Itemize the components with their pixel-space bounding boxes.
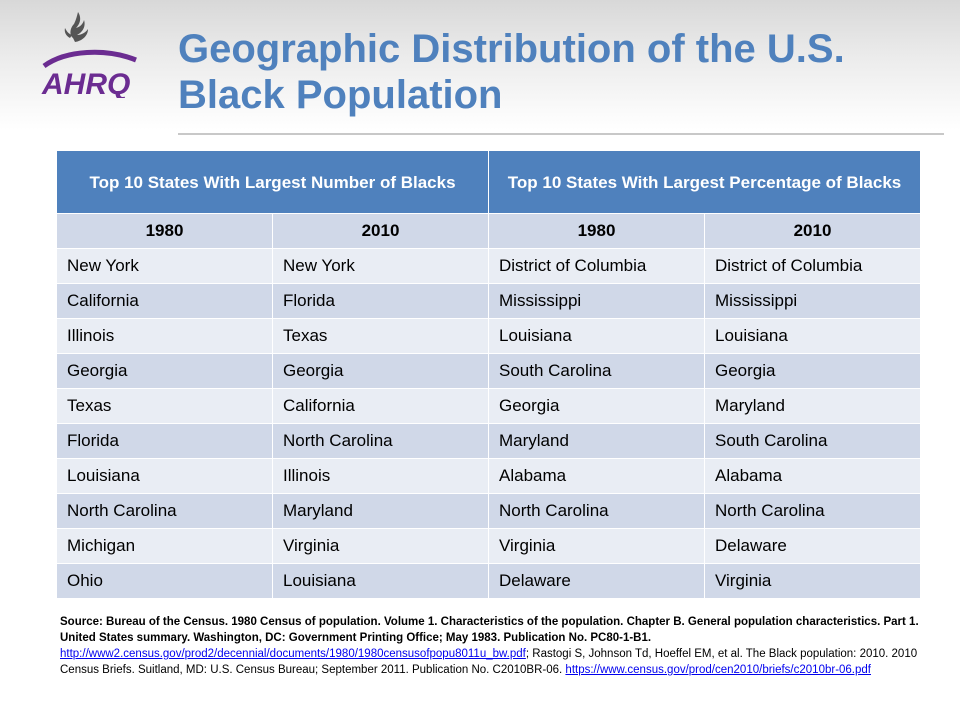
table-cell: Louisiana bbox=[56, 458, 273, 494]
title-line-2: Black Population bbox=[178, 73, 503, 117]
table-row: New York New York District of Columbia Dist… bbox=[56, 248, 922, 284]
table-row: Illinois Texas Louisiana Louisiana bbox=[56, 318, 922, 354]
table-cell: Ohio bbox=[56, 563, 273, 599]
table-cell: Maryland bbox=[488, 423, 705, 459]
header-band bbox=[0, 0, 960, 130]
table-row: Louisiana Illinois Alabama Alabama bbox=[56, 458, 922, 494]
table-cell: Texas bbox=[272, 318, 489, 354]
table-cell: Maryland bbox=[703, 388, 922, 424]
census-1980-link[interactable]: http://www2.census.gov/prod2/decennial/d… bbox=[60, 648, 526, 660]
table-cell: Texas bbox=[56, 388, 273, 424]
table-cell: New York bbox=[56, 248, 273, 284]
table-row: North Carolina Maryland North Carolina Nort… bbox=[56, 493, 922, 529]
table-cell: California bbox=[272, 388, 489, 424]
source-middle-text: ; Rastogi S, Johnson Td, Hoeffel EM, et … bbox=[60, 648, 918, 676]
logo-swoosh bbox=[42, 49, 137, 69]
year-header-row: 1980 2010 1980 2010 bbox=[56, 213, 922, 249]
group-header-percentage: Top 10 States With Largest Percentage of… bbox=[487, 150, 922, 214]
table-cell: Delaware bbox=[488, 563, 705, 599]
year-header: 1980 bbox=[56, 213, 273, 249]
table-cell: Georgia bbox=[56, 353, 273, 389]
title-line-1: Geographic Distribution of the U.S. bbox=[178, 27, 845, 71]
table-row: Texas California Georgia Maryland bbox=[56, 388, 922, 424]
logo-text: AHRQ bbox=[41, 68, 130, 98]
ahrq-logo: AHRQ bbox=[41, 12, 137, 98]
table-cell: North Carolina bbox=[488, 493, 705, 529]
source-citation: Source: Bureau of the Census. 1980 Censu… bbox=[60, 614, 920, 678]
year-header: 2010 bbox=[703, 213, 922, 249]
table-cell: Georgia bbox=[488, 388, 705, 424]
table-cell: Alabama bbox=[488, 458, 705, 494]
table-row: Michigan Virginia Virginia Delaware bbox=[56, 528, 922, 564]
states-table: Top 10 States With Largest Number of Bla… bbox=[56, 150, 922, 599]
table-cell: South Carolina bbox=[488, 353, 705, 389]
table-cell: Virginia bbox=[272, 528, 489, 564]
table-cell: Virginia bbox=[703, 563, 922, 599]
table-cell: Delaware bbox=[703, 528, 922, 564]
table-cell: Alabama bbox=[703, 458, 922, 494]
source-bold-text: Source: Bureau of the Census. 1980 Censu… bbox=[60, 616, 919, 644]
table-cell: Virginia bbox=[488, 528, 705, 564]
group-header-row: Top 10 States With Largest Number of Bla… bbox=[56, 150, 922, 214]
table-cell: Illinois bbox=[272, 458, 489, 494]
table-cell: South Carolina bbox=[703, 423, 922, 459]
table-cell: Florida bbox=[56, 423, 273, 459]
year-header: 2010 bbox=[272, 213, 489, 249]
year-header: 1980 bbox=[488, 213, 705, 249]
table-cell: District of Columbia bbox=[488, 248, 705, 284]
table-cell: Michigan bbox=[56, 528, 273, 564]
table-cell: District of Columbia bbox=[703, 248, 922, 284]
table-cell: New York bbox=[272, 248, 489, 284]
table-cell: Louisiana bbox=[488, 318, 705, 354]
table-cell: Florida bbox=[272, 283, 489, 319]
table-row: California Florida Mississippi Mississippi bbox=[56, 283, 922, 319]
table-cell: California bbox=[56, 283, 273, 319]
table-cell: Mississippi bbox=[488, 283, 705, 319]
table-cell: North Carolina bbox=[703, 493, 922, 529]
table-row: Ohio Louisiana Delaware Virginia bbox=[56, 563, 922, 599]
table-cell: Maryland bbox=[272, 493, 489, 529]
table-cell: Louisiana bbox=[272, 563, 489, 599]
hhs-eagle-icon bbox=[64, 12, 88, 42]
table-cell: Louisiana bbox=[703, 318, 922, 354]
table-cell: Georgia bbox=[703, 353, 922, 389]
table-cell: Mississippi bbox=[703, 283, 922, 319]
group-header-number: Top 10 States With Largest Number of Bla… bbox=[56, 150, 489, 214]
page-title: Geographic Distribution of the U.S. Blac… bbox=[178, 26, 938, 118]
table-cell: Georgia bbox=[272, 353, 489, 389]
census-2010-link[interactable]: https://www.census.gov/prod/cen2010/brie… bbox=[565, 664, 871, 676]
table-row: Florida North Carolina Maryland South Carol… bbox=[56, 423, 922, 459]
table-cell: North Carolina bbox=[56, 493, 273, 529]
table-cell: Illinois bbox=[56, 318, 273, 354]
title-divider bbox=[178, 133, 944, 135]
table-row: Georgia Georgia South Carolina Georgia bbox=[56, 353, 922, 389]
table-cell: North Carolina bbox=[272, 423, 489, 459]
